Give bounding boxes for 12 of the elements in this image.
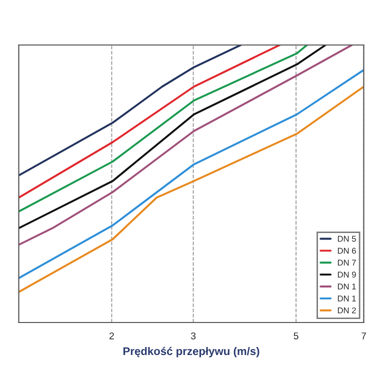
legend-label: DN 2 — [338, 307, 356, 314]
x-axis-title: Prędkość przepływu (m/s) — [123, 346, 260, 358]
x-tick-label: 3 — [190, 332, 196, 340]
legend-label: DN 7 — [338, 260, 356, 266]
legend-label: DN 6 — [338, 248, 356, 254]
legend-label: DN 1 — [338, 284, 356, 290]
x-tick-label: 5 — [294, 332, 298, 340]
legend-label: DN 9 — [338, 272, 356, 278]
legend-label: DN 5 — [338, 236, 356, 242]
x-tick-label: 2 — [109, 332, 114, 340]
legend-label: DN 1 — [338, 296, 356, 302]
x-tick-label: 7 — [362, 332, 366, 340]
